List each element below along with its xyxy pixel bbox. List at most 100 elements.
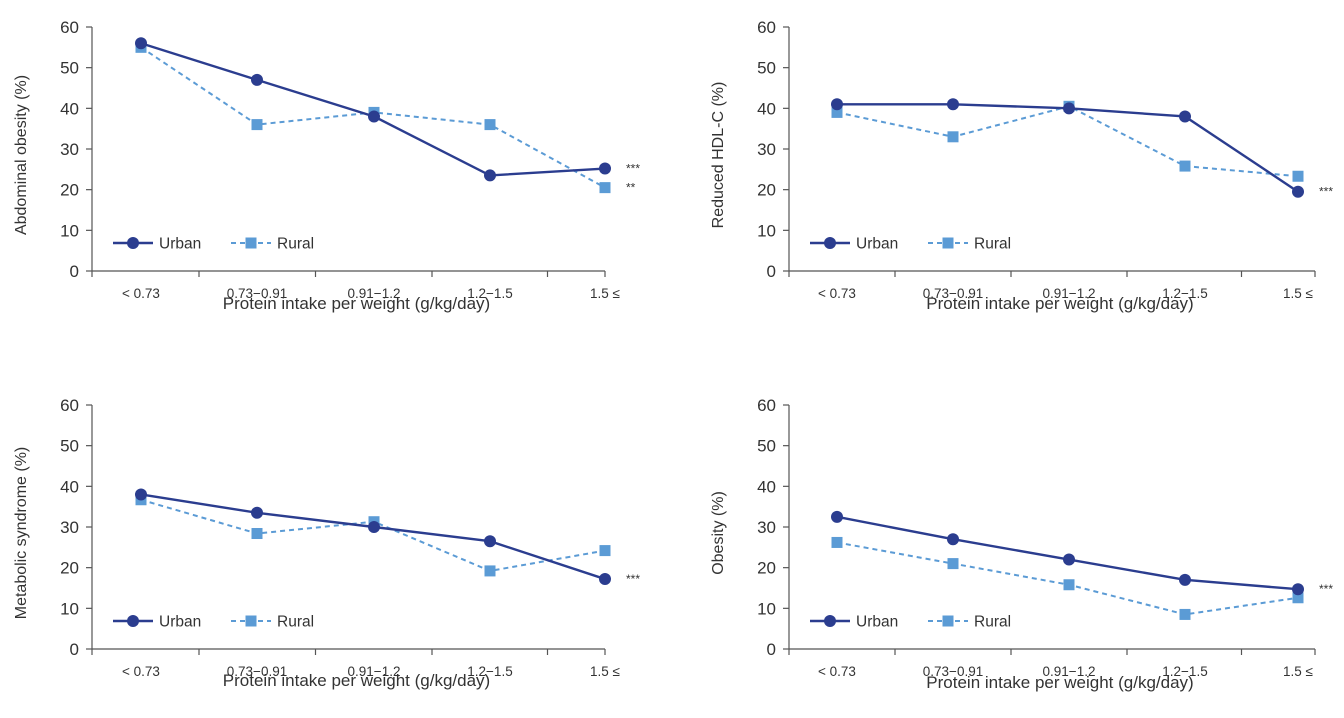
x-tick-label: 1.5 ≤ [590,664,620,679]
legend-marker-rural [942,237,954,249]
y-tick-label: 0 [70,262,79,281]
data-point-urban [1292,185,1304,198]
data-point-urban [947,533,959,546]
data-point-urban [135,37,147,50]
x-axis-title: Protein intake per weight (g/kg/day) [223,294,490,313]
legend-marker-rural [942,615,954,627]
y-tick-label: 60 [60,18,79,37]
y-tick-label: 10 [60,599,79,618]
y-tick-label: 30 [60,140,79,159]
data-point-urban [135,488,147,501]
significance-annotation: *** [626,162,640,176]
x-tick-label: < 0.73 [122,286,160,301]
y-tick-label: 50 [757,437,776,456]
y-tick-label: 30 [757,518,776,537]
data-point-urban [831,98,843,111]
y-tick-label: 50 [757,59,776,78]
data-point-rural [1179,160,1191,172]
x-tick-label: 0.91−1.2 [1043,664,1096,679]
legend-marker-rural [245,237,257,249]
data-point-rural [484,565,496,577]
legend-label-rural: Rural [974,614,1011,631]
significance-annotation: *** [1319,582,1333,596]
series-line-urban [140,493,606,581]
data-point-rural [599,182,611,194]
x-tick-label: 1.5 ≤ [1283,664,1313,679]
x-tick-label: < 0.73 [122,664,160,679]
y-tick-label: 20 [757,559,776,578]
x-tick-label: 0.91−1.2 [348,286,401,301]
x-tick-label: 1.2−1.5 [467,664,512,679]
legend-marker-urban [127,615,139,627]
x-tick-label: 0.73−0.91 [227,664,287,679]
data-point-rural [251,119,263,131]
x-tick-label: < 0.73 [818,286,856,301]
legend-marker-urban [824,237,836,249]
y-tick-label: 40 [60,477,79,496]
data-point-urban [484,169,496,182]
y-tick-label: 0 [767,262,776,281]
series-line-rural [836,541,1299,616]
x-axis-title: Protein intake per weight (g/kg/day) [926,673,1193,692]
x-axis-title: Protein intake per weight (g/kg/day) [926,294,1193,313]
y-tick-label: 10 [757,599,776,618]
series-line-urban [836,515,1299,591]
data-point-rural [947,558,959,570]
x-tick-label: < 0.73 [818,664,856,679]
y-tick-label: 30 [757,140,776,159]
y-axis-title: Abdominal obesity (%) [13,75,30,235]
y-tick-label: 30 [60,518,79,537]
x-tick-label: 1.2−1.5 [467,286,512,301]
x-tick-label: 1.2−1.5 [1162,664,1207,679]
data-point-urban [368,521,380,533]
x-tick-label: 0.91−1.2 [348,664,401,679]
legend-label-urban: Urban [856,614,898,631]
significance-annotation: *** [1319,185,1333,199]
data-point-urban [1063,553,1075,566]
data-point-urban [1179,110,1191,123]
legend-marker-rural [245,615,257,627]
y-tick-label: 10 [757,221,776,240]
data-point-urban [484,535,496,548]
series-line-rural [140,46,606,189]
x-tick-label: 1.2−1.5 [1162,286,1207,301]
y-tick-label: 10 [60,221,79,240]
y-tick-label: 0 [767,640,776,659]
data-point-urban [947,98,959,111]
y-tick-label: 50 [60,59,79,78]
legend-marker-urban [127,237,139,249]
data-point-rural [599,545,611,557]
data-point-rural [1179,608,1191,620]
x-axis-title: Protein intake per weight (g/kg/day) [223,671,490,690]
x-tick-label: 0.73−0.91 [227,286,287,301]
legend-marker-urban [824,615,836,627]
data-point-rural [484,119,496,131]
y-tick-label: 20 [60,181,79,200]
legend-label-urban: Urban [159,614,201,631]
y-tick-label: 60 [60,396,79,415]
legend-label-urban: Urban [159,236,201,253]
y-tick-label: 40 [60,99,79,118]
x-tick-label: 1.5 ≤ [590,286,620,301]
data-point-urban [368,110,380,123]
significance-annotation: ** [626,181,636,195]
data-point-urban [1179,573,1191,586]
legend-label-urban: Urban [856,236,898,253]
chart-panel-2: 0 10 20 30 40 50 60 < 0.73 0.73−0.91 0.91−1.2 1.2−… [710,18,1333,313]
data-point-rural [831,106,843,118]
chart-panel-4: 0 10 20 30 40 50 60 < 0.73 0.73−0.91 0.91−1.2 1.2−… [710,396,1333,692]
data-point-rural [1292,592,1304,604]
data-point-urban [831,510,843,523]
y-tick-label: 40 [757,477,776,496]
data-point-urban [599,162,611,175]
chart-panel-1: 0 10 20 30 40 50 60 < 0.73 0.73−0.91 0.91−1.2 1.2−… [13,18,640,313]
x-tick-label: 1.5 ≤ [1283,286,1313,301]
y-tick-label: 50 [60,437,79,456]
y-tick-label: 60 [757,396,776,415]
data-point-urban [251,506,263,519]
significance-annotation: *** [626,572,640,586]
x-tick-label: 0.73−0.91 [923,664,983,679]
series-line-rural [140,498,606,572]
data-point-rural [251,528,263,540]
